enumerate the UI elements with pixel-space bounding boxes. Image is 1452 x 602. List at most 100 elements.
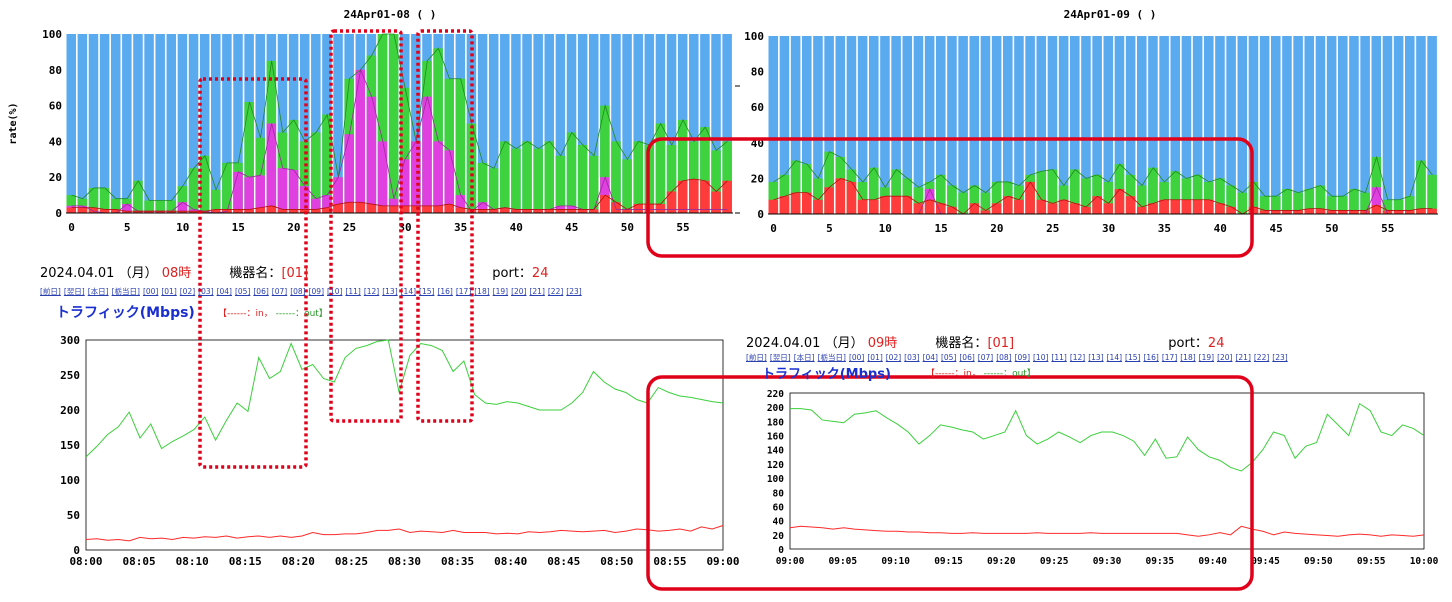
nav-link[interactable]: [本日] <box>87 287 109 296</box>
info-device: [01] <box>281 266 309 281</box>
nav-link[interactable]: [栃当日] <box>111 287 140 296</box>
nav-link[interactable]: [04] <box>216 287 232 296</box>
nav-link[interactable]: [翌日] <box>63 287 85 296</box>
nav-link[interactable]: [09] <box>308 287 324 296</box>
bar-mid <box>322 195 332 213</box>
bar-in <box>813 199 823 214</box>
nav-link[interactable]: [00] <box>848 353 865 362</box>
nav-link[interactable]: [10] <box>327 287 343 296</box>
bar-rest <box>722 34 732 213</box>
nav-link[interactable]: [19] <box>1198 353 1215 362</box>
bar-rest <box>1137 36 1147 214</box>
bar-rest <box>1271 36 1281 214</box>
bar-in <box>433 205 443 213</box>
nav-link[interactable]: [22] <box>547 287 564 296</box>
nav-link[interactable]: [18] <box>474 287 490 296</box>
highlight-dashed-box <box>329 29 403 423</box>
bar-in <box>555 209 566 213</box>
info-weekday: （月） <box>824 336 864 351</box>
nav-link[interactable]: [20] <box>511 287 527 296</box>
y-tick-label: 50 <box>67 509 80 522</box>
series-line-in <box>85 525 724 542</box>
nav-link[interactable]: [06] <box>959 353 975 362</box>
nav-link[interactable]: [14] <box>400 287 417 296</box>
nav-link[interactable]: [18] <box>1180 353 1196 362</box>
bar-out <box>444 78 454 213</box>
nav-link[interactable]: [09] <box>1014 353 1030 362</box>
x-tick-label: 5 <box>124 221 131 234</box>
bar-rest <box>577 34 588 213</box>
nav-link[interactable]: [前日] <box>746 353 767 362</box>
bar-out <box>677 119 688 213</box>
bar-in <box>66 207 77 213</box>
nav-link[interactable]: [22] <box>1253 353 1270 362</box>
nav-link[interactable]: [翌日] <box>769 353 791 362</box>
nav-link[interactable]: [07] <box>271 287 288 296</box>
bar-in <box>633 204 643 213</box>
x-tick-label: 10 <box>176 221 189 234</box>
bar-rest <box>835 36 846 214</box>
bar-out <box>1148 167 1158 214</box>
nav-link[interactable]: [栃当日] <box>817 353 846 362</box>
bar-out <box>1349 189 1359 214</box>
nav-link[interactable]: [03] <box>904 353 920 362</box>
y-tick-label: 160 <box>767 432 784 443</box>
nav-link[interactable]: [05] <box>940 353 957 362</box>
nav-link[interactable]: [04] <box>922 353 938 362</box>
bar-out <box>891 169 901 214</box>
x-tick-label: 09:55 <box>1357 556 1386 567</box>
nav-link[interactable]: [16] <box>437 287 453 296</box>
nav-link[interactable]: [17] <box>1161 353 1178 362</box>
nav-link[interactable]: [本日] <box>793 353 815 362</box>
nav-link[interactable]: [23] <box>566 287 582 296</box>
nav-link[interactable]: [02] <box>885 353 902 362</box>
nav-link[interactable]: [08] <box>996 353 1012 362</box>
nav-link[interactable]: [17] <box>455 287 472 296</box>
nav-link[interactable]: [03] <box>198 287 214 296</box>
nav-link[interactable]: [02] <box>179 287 196 296</box>
nav-link[interactable]: [21] <box>529 287 545 296</box>
bar-in <box>924 199 935 214</box>
bar-in <box>477 209 488 213</box>
nav-link[interactable]: [15] <box>1125 353 1141 362</box>
nav-link[interactable]: [15] <box>419 287 435 296</box>
bar-out <box>1204 181 1214 214</box>
y-tick-label: 100 <box>767 474 784 485</box>
nav-link[interactable]: [01] <box>867 353 883 362</box>
nav-link[interactable]: [13] <box>382 287 398 296</box>
series-outline-in <box>773 177 1433 215</box>
bar-out <box>1405 196 1415 214</box>
nav-link[interactable]: [11] <box>345 287 361 296</box>
info-port-label: port： <box>492 266 532 281</box>
nav-link[interactable]: [19] <box>492 287 509 296</box>
bar-rest <box>902 36 913 214</box>
nav-link[interactable]: [12] <box>1069 353 1086 362</box>
nav-link[interactable]: [07] <box>977 353 994 362</box>
bar-out <box>1047 169 1058 214</box>
bar-out <box>1137 185 1147 214</box>
nav-link[interactable]: [23] <box>1272 353 1288 362</box>
nav-link[interactable]: [00] <box>142 287 159 296</box>
bar-out <box>857 181 868 214</box>
bar-mid <box>377 141 388 213</box>
nav-link[interactable]: [前日] <box>40 287 61 296</box>
nav-link[interactable]: [13] <box>1088 353 1104 362</box>
nav-link[interactable]: [16] <box>1143 353 1159 362</box>
nav-link[interactable]: [21] <box>1235 353 1251 362</box>
nav-link[interactable]: [01] <box>161 287 177 296</box>
nav-link[interactable]: [08] <box>290 287 306 296</box>
nav-link[interactable]: [10] <box>1033 353 1049 362</box>
bar-out <box>211 189 221 213</box>
bar-in <box>1159 199 1169 214</box>
nav-link[interactable]: [05] <box>234 287 251 296</box>
bar-out <box>1271 196 1281 214</box>
nav-link[interactable]: [14] <box>1106 353 1123 362</box>
info-device: [01] <box>987 336 1015 351</box>
nav-link[interactable]: [20] <box>1217 353 1233 362</box>
nav-link[interactable]: [12] <box>363 287 380 296</box>
nav-link[interactable]: [06] <box>253 287 269 296</box>
bar-in <box>1315 208 1326 214</box>
nav-link[interactable]: [11] <box>1051 353 1067 362</box>
info-date: 2024.04.01 <box>40 266 115 281</box>
x-tick-label: 15 <box>232 221 245 234</box>
